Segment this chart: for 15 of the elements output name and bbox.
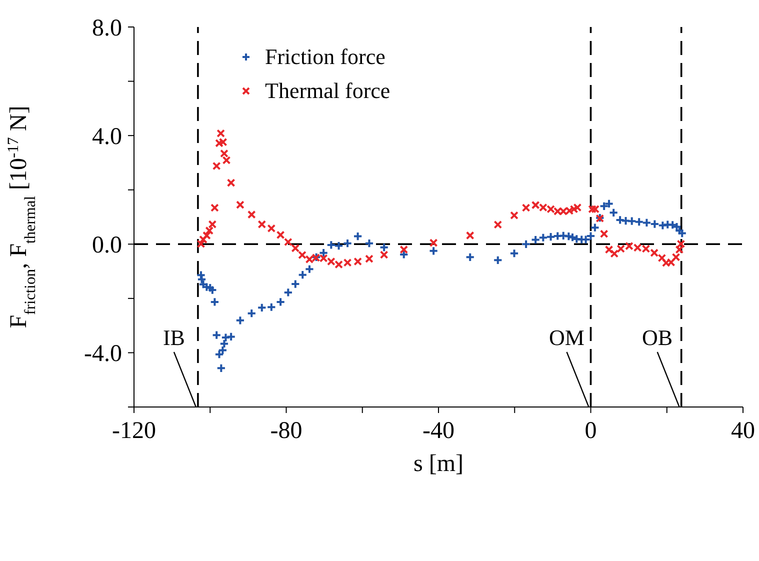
legend-label: Thermal force [265, 78, 390, 104]
y-tick-label: -4.0 [84, 341, 122, 368]
y-tick-label: 4.0 [92, 124, 122, 150]
x-axis-title: s [m] [414, 451, 464, 477]
ref-line-label: OM [549, 325, 584, 350]
x-tick-label: -40 [422, 418, 454, 444]
y-tick-label: 8.0 [92, 16, 122, 42]
x-tick-label: -120 [112, 418, 156, 444]
ref-line-label: OB [642, 325, 673, 350]
y-tick-label: 0.0 [92, 232, 122, 259]
ref-line-label: IB [162, 325, 185, 350]
legend-label: Friction force [265, 44, 386, 70]
x-tick-label: 40 [731, 418, 755, 444]
x-tick-label: -80 [270, 418, 302, 444]
x-tick-label: 0 [584, 418, 597, 444]
